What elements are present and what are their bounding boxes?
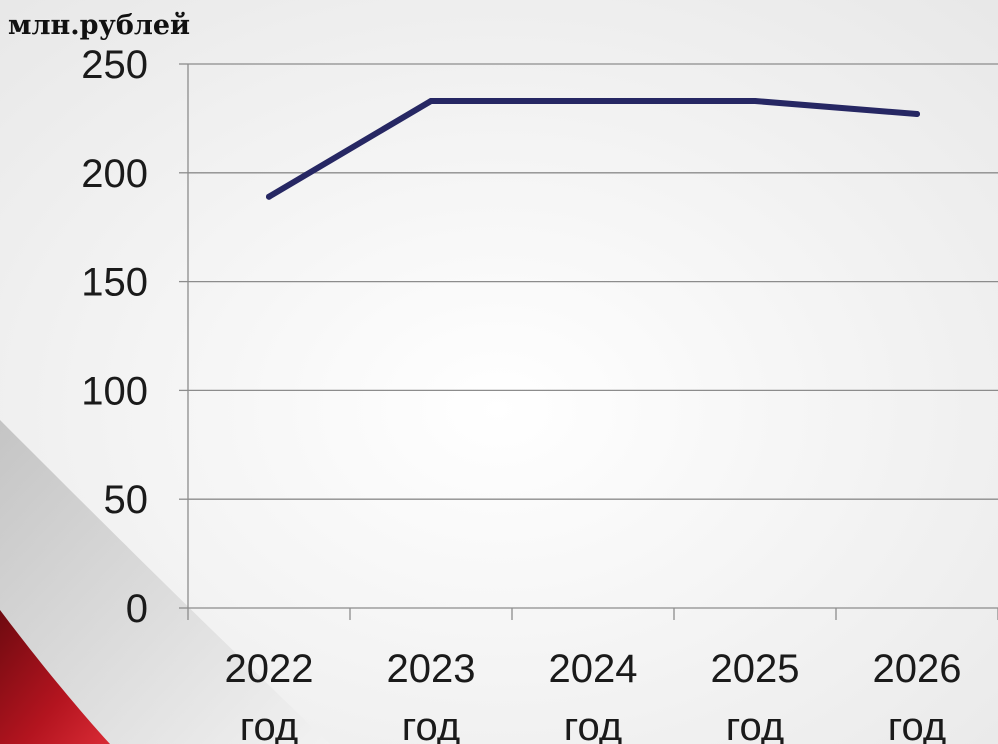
y-tick-label-100: 100 [81, 369, 148, 413]
x-tick-label-1-line-0: 2023 [387, 647, 476, 691]
y-tick-label-200: 200 [81, 152, 148, 196]
x-tick-label-3-line-0: 2025 [711, 647, 800, 691]
x-tick-label-3-line-1: год [726, 705, 784, 744]
x-tick-label-0-line-1: год [240, 705, 298, 744]
x-tick-label-4-line-1: год [888, 705, 946, 744]
data-point-0-1 [428, 97, 434, 104]
data-point-0-2 [590, 97, 596, 104]
data-point-0-3 [752, 97, 758, 104]
y-tick-label-50: 50 [104, 478, 149, 522]
data-point-0-0 [266, 193, 272, 200]
series-line-0 [266, 98, 920, 200]
data-point-0-4 [914, 111, 920, 118]
y-tick-label-0: 0 [126, 587, 148, 631]
x-tick-label-4-line-0: 2026 [873, 647, 962, 691]
y-tick-label-150: 150 [81, 261, 148, 305]
x-tick-label-2-line-0: 2024 [549, 647, 638, 691]
y-tick-label-250: 250 [81, 43, 148, 87]
x-tick-label-2-line-1: год [564, 705, 622, 744]
x-tick-label-0-line-0: 2022 [225, 647, 314, 691]
x-tick-label-1-line-1: год [402, 705, 460, 744]
y-axis-unit-label: млн.рублей [8, 10, 191, 41]
